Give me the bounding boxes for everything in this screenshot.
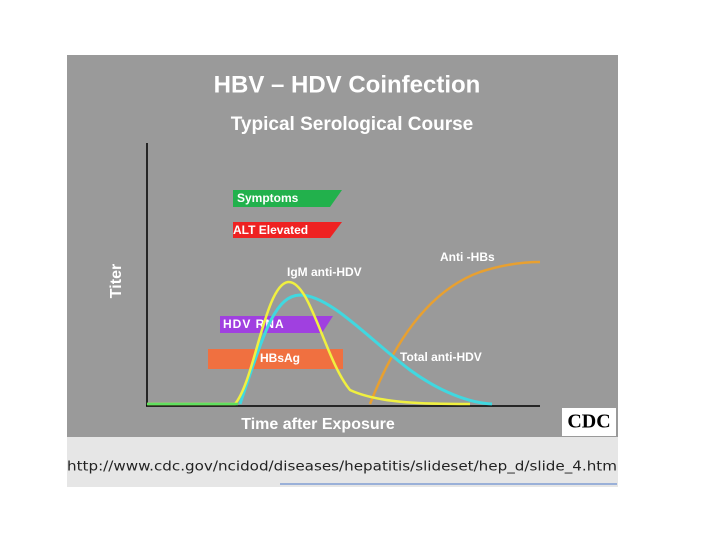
curve-label: Total anti-HDV bbox=[400, 350, 482, 364]
bar-label: ALT Elevated bbox=[233, 223, 308, 237]
bar-label: HDV RNA bbox=[223, 317, 285, 331]
symptoms-bar bbox=[233, 190, 342, 207]
bar-label: HBsAg bbox=[260, 351, 300, 365]
igm-curve bbox=[147, 280, 471, 406]
diagram-panel bbox=[67, 55, 618, 437]
hdv-rna-bar bbox=[220, 316, 333, 333]
subtitle: Typical Serological Course bbox=[231, 114, 474, 135]
curve-label: Anti -HBs bbox=[440, 250, 495, 264]
bar-label: Symptoms bbox=[237, 191, 299, 205]
hbsag-curve bbox=[238, 293, 493, 406]
anti-hbs-curve bbox=[368, 260, 541, 405]
logo-box bbox=[562, 408, 616, 436]
curve-label: IgM anti-HDV bbox=[287, 265, 362, 279]
logo: CDC bbox=[567, 411, 610, 433]
alt-bar bbox=[233, 222, 342, 238]
title: HBV – HDV Coinfection bbox=[214, 71, 481, 98]
y-axis-label: Titer bbox=[108, 264, 125, 298]
x-axis-label: Time after Exposure bbox=[241, 416, 395, 433]
hbsag-bar bbox=[208, 349, 343, 369]
footer-url: http://www.cdc.gov/ncidod/diseases/hepat… bbox=[67, 460, 617, 475]
